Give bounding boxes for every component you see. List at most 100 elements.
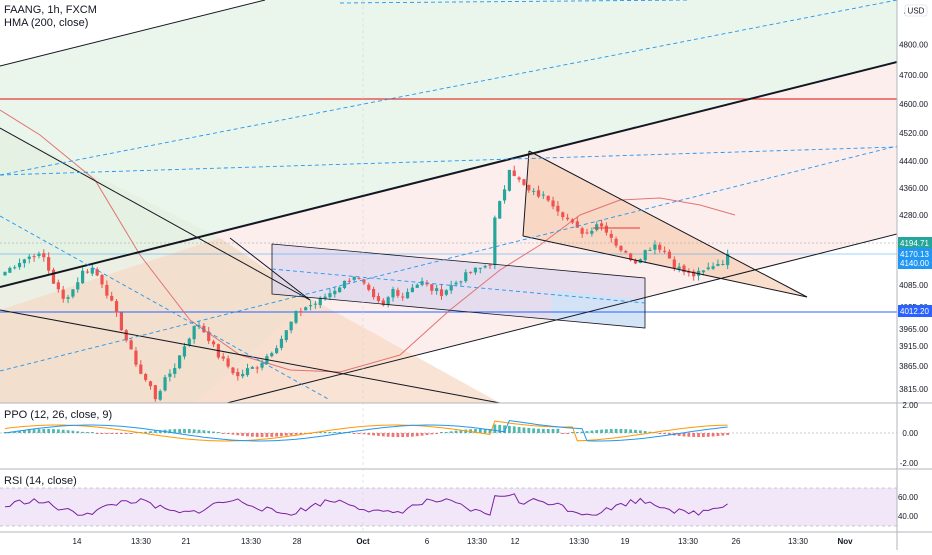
candle[interactable] bbox=[260, 359, 264, 371]
candle[interactable] bbox=[357, 277, 361, 280]
candle[interactable] bbox=[158, 389, 162, 401]
candle[interactable] bbox=[473, 267, 478, 275]
candle[interactable] bbox=[22, 258, 26, 268]
candle[interactable] bbox=[527, 184, 531, 193]
candle[interactable] bbox=[95, 267, 99, 277]
candle[interactable] bbox=[629, 252, 633, 262]
candle[interactable] bbox=[275, 345, 279, 355]
candle[interactable] bbox=[454, 280, 458, 287]
candle[interactable] bbox=[328, 288, 332, 301]
candle[interactable] bbox=[47, 252, 51, 274]
candle[interactable] bbox=[551, 196, 555, 210]
candle[interactable] bbox=[493, 215, 497, 270]
flag-outline[interactable] bbox=[271, 243, 646, 329]
candle[interactable] bbox=[284, 330, 288, 343]
candle[interactable] bbox=[216, 343, 220, 360]
candle[interactable] bbox=[202, 322, 206, 333]
candle[interactable] bbox=[653, 240, 657, 255]
candle[interactable] bbox=[153, 385, 157, 402]
candle[interactable] bbox=[168, 369, 172, 382]
candle[interactable] bbox=[245, 363, 250, 377]
candle[interactable] bbox=[633, 258, 638, 264]
candle[interactable] bbox=[90, 263, 94, 277]
candle[interactable] bbox=[100, 273, 104, 288]
rsi-pane[interactable] bbox=[0, 487, 897, 527]
candle[interactable] bbox=[459, 280, 463, 286]
falling-channel-extension[interactable] bbox=[229, 237, 311, 301]
candle[interactable] bbox=[706, 262, 710, 271]
candle[interactable] bbox=[396, 287, 400, 298]
candle[interactable] bbox=[37, 251, 41, 259]
candle[interactable] bbox=[444, 289, 448, 297]
candle[interactable] bbox=[144, 372, 148, 382]
candle[interactable] bbox=[13, 265, 17, 270]
candle[interactable] bbox=[522, 178, 526, 187]
candle[interactable] bbox=[415, 283, 419, 288]
candle[interactable] bbox=[3, 271, 7, 276]
candle[interactable] bbox=[221, 352, 225, 362]
rsi-legend[interactable]: RSI (14, close) bbox=[4, 475, 77, 487]
candle[interactable] bbox=[27, 254, 31, 264]
candle[interactable] bbox=[173, 363, 177, 378]
price-badge[interactable]: 4012.20 bbox=[898, 305, 932, 317]
candle[interactable] bbox=[405, 288, 410, 299]
candle[interactable] bbox=[56, 279, 60, 293]
candle[interactable] bbox=[61, 285, 65, 303]
candle[interactable] bbox=[134, 347, 138, 367]
candle[interactable] bbox=[85, 269, 90, 274]
candle[interactable] bbox=[367, 282, 371, 292]
currency-label[interactable]: USD bbox=[904, 4, 928, 17]
candle[interactable] bbox=[430, 284, 434, 295]
candle[interactable] bbox=[139, 360, 143, 375]
candle[interactable] bbox=[687, 268, 691, 277]
candle[interactable] bbox=[119, 311, 123, 331]
candle[interactable] bbox=[299, 307, 303, 317]
candle[interactable] bbox=[663, 246, 667, 254]
candle[interactable] bbox=[561, 211, 565, 221]
candle[interactable] bbox=[270, 351, 274, 358]
falling-channel-top[interactable] bbox=[0, 127, 311, 301]
candle[interactable] bbox=[289, 321, 293, 334]
candle[interactable] bbox=[517, 176, 521, 183]
candle[interactable] bbox=[110, 291, 114, 302]
candle[interactable] bbox=[483, 264, 487, 269]
candle[interactable] bbox=[648, 247, 652, 251]
candle[interactable] bbox=[692, 269, 696, 281]
candle[interactable] bbox=[255, 365, 259, 374]
candle[interactable] bbox=[498, 200, 502, 219]
candle[interactable] bbox=[677, 262, 681, 273]
candle[interactable] bbox=[17, 258, 22, 270]
falling-channel-bottom[interactable] bbox=[0, 309, 501, 403]
candle[interactable] bbox=[8, 266, 12, 273]
candle[interactable] bbox=[105, 280, 109, 299]
candle[interactable] bbox=[682, 263, 686, 276]
candle[interactable] bbox=[410, 283, 414, 293]
candle[interactable] bbox=[381, 298, 385, 307]
candle[interactable] bbox=[507, 169, 511, 192]
candle[interactable] bbox=[614, 236, 618, 248]
candle[interactable] bbox=[488, 263, 492, 269]
candle[interactable] bbox=[129, 338, 133, 350]
candle[interactable] bbox=[469, 271, 473, 275]
candle[interactable] bbox=[595, 221, 599, 232]
candle[interactable] bbox=[536, 185, 541, 199]
candle[interactable] bbox=[376, 292, 381, 303]
candle[interactable] bbox=[226, 355, 230, 369]
candle[interactable] bbox=[658, 242, 662, 253]
candle[interactable] bbox=[599, 219, 604, 231]
candle[interactable] bbox=[570, 218, 575, 225]
candle[interactable] bbox=[211, 339, 216, 348]
candle[interactable] bbox=[449, 280, 453, 294]
candle[interactable] bbox=[231, 366, 235, 376]
candle[interactable] bbox=[372, 286, 376, 300]
channel-bottom-line[interactable] bbox=[226, 233, 897, 403]
candle[interactable] bbox=[148, 380, 153, 390]
candle[interactable] bbox=[391, 286, 395, 302]
candle[interactable] bbox=[580, 226, 584, 238]
candle[interactable] bbox=[386, 295, 390, 308]
trendlines-layer[interactable] bbox=[0, 0, 897, 403]
candle[interactable] bbox=[114, 298, 119, 317]
candle[interactable] bbox=[182, 342, 187, 360]
wedge-base-line[interactable] bbox=[522, 150, 530, 237]
channel-top-line[interactable] bbox=[0, 0, 266, 67]
